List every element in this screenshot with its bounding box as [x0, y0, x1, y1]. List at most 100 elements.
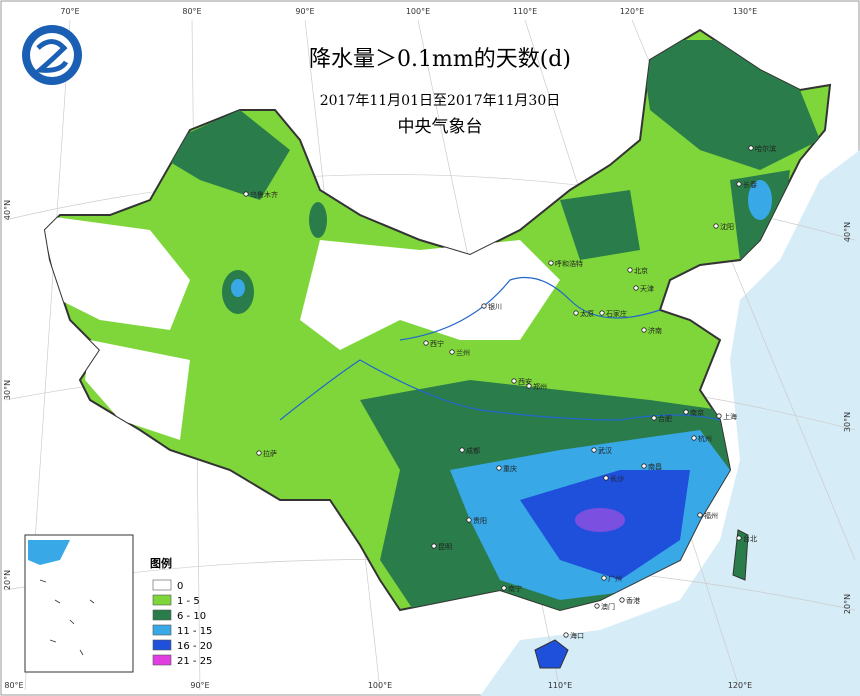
city-marker: [599, 310, 605, 316]
coord-label: 80°E: [4, 681, 23, 690]
city-label: 南宁: [508, 584, 522, 593]
city-marker: [683, 409, 689, 415]
coord-label: 100°E: [406, 7, 430, 16]
city-marker: [591, 447, 597, 453]
city-label: 郑州: [533, 383, 547, 391]
coord-label: 120°E: [620, 7, 644, 16]
city-label: 南昌: [648, 462, 662, 471]
city-label: 银川: [488, 302, 502, 311]
city-label: 台北: [743, 534, 757, 543]
city-label: 成都: [466, 446, 480, 455]
city-label: 兰州: [456, 348, 470, 357]
legend-label: 0: [177, 581, 183, 592]
city-marker: [748, 145, 754, 151]
city-label: 香港: [626, 596, 640, 605]
city-marker: [423, 340, 429, 346]
city-label: 昆明: [438, 543, 452, 551]
legend-label: 21 - 25: [177, 656, 212, 667]
logo: [22, 25, 82, 85]
legend-label: 6 - 10: [177, 611, 206, 622]
city-label: 西安: [518, 377, 532, 386]
coord-label: 90°E: [190, 681, 209, 690]
axis-labels: 70°E 80°E 90°E 100°E 110°E 120°E 130°E 80°E 90°E…: [3, 7, 852, 690]
coord-label: 110°E: [548, 681, 572, 690]
rivers: [279, 276, 721, 421]
city-marker: [716, 413, 722, 419]
city-label: 长沙: [610, 474, 624, 483]
agency: 中央气象台: [398, 117, 483, 137]
taiwan: [732, 529, 749, 581]
legend-swatch: [152, 639, 172, 651]
city-label: 天津: [640, 285, 654, 293]
city-label: 乌鲁木齐: [250, 190, 278, 199]
legend-swatch: [152, 624, 172, 636]
city-label: 太原: [580, 309, 594, 318]
city-label: 武汉: [598, 446, 612, 455]
city-marker: [713, 223, 719, 229]
city-marker: [511, 378, 517, 384]
city-label: 上海: [723, 412, 737, 421]
city-marker: [736, 181, 742, 187]
city-marker: [573, 310, 579, 316]
city-marker: [256, 450, 262, 456]
city-marker: [526, 383, 532, 389]
city-marker: [243, 191, 249, 197]
city-label: 长春: [743, 180, 757, 189]
city-marker: [641, 463, 647, 469]
coord-label: 30°N: [3, 380, 12, 400]
legend-label: 16 - 20: [177, 641, 212, 652]
legend: 0 1 - 5 6 - 10 11 - 15 16 - 20 21 - 25: [152, 579, 212, 667]
hainan: [534, 639, 569, 669]
city-marker: [603, 475, 609, 481]
city-label: 澳门: [601, 602, 615, 611]
coord-label: 20°N: [843, 594, 852, 614]
city-label: 哈尔滨: [755, 144, 776, 153]
city-marker: [481, 303, 487, 309]
city-marker: [641, 327, 647, 333]
city-label: 广州: [608, 574, 622, 583]
city-marker: [633, 285, 639, 291]
city-label: 杭州: [698, 434, 712, 443]
city-marker: [601, 575, 607, 581]
city-label: 拉萨: [263, 449, 277, 458]
precip-regions: [45, 40, 820, 610]
city-marker: [563, 632, 569, 638]
title: 降水量＞0.1mm的天数(d): [309, 47, 571, 72]
city-marker: [736, 535, 742, 541]
city-label: 海口: [570, 631, 584, 640]
coord-label: 130°E: [733, 7, 757, 16]
city-label: 西宁: [430, 339, 444, 348]
city-label: 南京: [690, 408, 704, 417]
city-marker: [619, 597, 625, 603]
coord-label: 40°N: [843, 222, 852, 242]
coord-label: 40°N: [3, 200, 12, 220]
sea: [480, 150, 860, 696]
legend-swatch: [152, 594, 172, 606]
city-label: 呼和浩特: [555, 259, 583, 268]
city-marker: [548, 260, 554, 266]
city-marker: [466, 517, 472, 523]
coord-label: 70°E: [60, 7, 79, 16]
legend-title: 图例: [150, 556, 172, 570]
coord-label: 30°N: [843, 412, 852, 432]
coord-label: 100°E: [368, 681, 392, 690]
city-marker: [691, 435, 697, 441]
coord-label: 120°E: [728, 681, 752, 690]
legend-swatch: [152, 654, 172, 666]
legend-swatch: [152, 609, 172, 621]
city-marker: [449, 349, 455, 355]
city-label: 石家庄: [606, 309, 627, 318]
city-marker: [431, 543, 437, 549]
city-label: 沈阳: [720, 222, 734, 231]
city-marker: [496, 465, 502, 471]
coord-label: 80°E: [182, 7, 201, 16]
coord-label: 110°E: [513, 7, 537, 16]
legend-label: 1 - 5: [177, 596, 200, 607]
city-label: 重庆: [503, 464, 517, 473]
city-marker: [594, 603, 600, 609]
city-label: 合肥: [658, 414, 672, 423]
city-label: 北京: [634, 266, 648, 275]
